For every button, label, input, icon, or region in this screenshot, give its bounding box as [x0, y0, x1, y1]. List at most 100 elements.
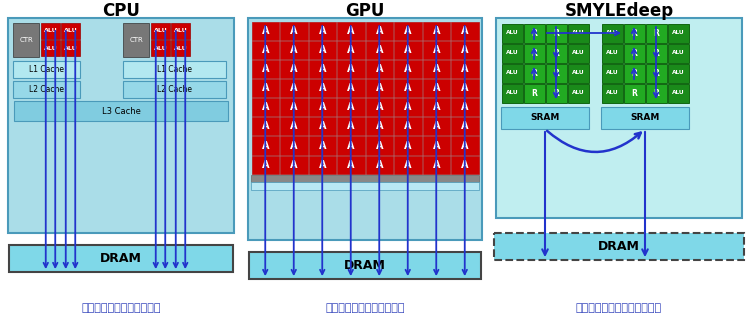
Text: ALU: ALU: [572, 50, 584, 55]
Bar: [337, 22, 364, 40]
Bar: [422, 136, 450, 155]
Bar: [422, 117, 450, 135]
Bar: [280, 136, 308, 155]
Bar: [451, 41, 478, 59]
Text: A: A: [376, 160, 383, 170]
Text: A: A: [404, 64, 412, 74]
Text: A: A: [262, 83, 269, 93]
Text: ALU: ALU: [572, 90, 584, 95]
Bar: [646, 24, 667, 42]
Bar: [422, 79, 450, 97]
Text: R: R: [531, 48, 537, 57]
Text: A: A: [376, 121, 383, 131]
Bar: [308, 22, 336, 40]
Text: A: A: [262, 121, 269, 131]
Text: A: A: [347, 102, 355, 112]
Bar: [623, 64, 644, 83]
Text: A: A: [290, 83, 298, 93]
Text: DRAM: DRAM: [598, 240, 640, 253]
Bar: [502, 84, 523, 102]
Text: ALU: ALU: [606, 31, 618, 36]
Text: A: A: [290, 26, 298, 36]
Text: メモリ経由でのコア間通信: メモリ経由でのコア間通信: [81, 303, 160, 313]
Bar: [41, 23, 60, 39]
Text: CTR: CTR: [20, 37, 33, 43]
Text: R: R: [553, 29, 559, 38]
Text: ALU: ALU: [572, 31, 584, 36]
Text: A: A: [347, 160, 355, 170]
Bar: [365, 22, 393, 40]
Text: ALU: ALU: [672, 71, 684, 76]
Text: A: A: [461, 83, 469, 93]
Text: ALU: ALU: [506, 31, 518, 36]
Bar: [365, 156, 393, 174]
Text: A: A: [347, 26, 355, 36]
Text: A: A: [262, 64, 269, 74]
Bar: [251, 182, 479, 190]
Bar: [365, 98, 393, 116]
Bar: [602, 24, 622, 42]
Text: L1 Cache: L1 Cache: [29, 65, 64, 74]
Text: A: A: [290, 140, 298, 151]
Bar: [365, 79, 393, 97]
Text: A: A: [319, 140, 326, 151]
Text: A: A: [433, 26, 440, 36]
Bar: [171, 23, 190, 39]
Text: A: A: [376, 140, 383, 151]
Bar: [451, 79, 478, 97]
Bar: [451, 60, 478, 78]
Text: A: A: [290, 64, 298, 74]
Bar: [249, 252, 481, 279]
Text: R: R: [553, 69, 559, 78]
Text: メモリ経由でのコア間通信: メモリ経由でのコア間通信: [326, 303, 405, 313]
Text: ALU: ALU: [173, 29, 188, 34]
Text: A: A: [433, 64, 440, 74]
Text: ALU: ALU: [672, 31, 684, 36]
Bar: [251, 22, 279, 40]
Text: R: R: [631, 48, 637, 57]
Bar: [13, 81, 80, 98]
Text: A: A: [347, 83, 355, 93]
Bar: [394, 79, 422, 97]
Bar: [394, 98, 422, 116]
Text: A: A: [347, 45, 355, 55]
Bar: [545, 43, 566, 62]
Bar: [394, 156, 422, 174]
Bar: [337, 60, 364, 78]
Bar: [151, 40, 170, 56]
Bar: [601, 107, 689, 129]
Text: A: A: [262, 26, 269, 36]
Text: R: R: [653, 29, 659, 38]
Bar: [394, 117, 422, 135]
Bar: [451, 117, 478, 135]
Bar: [171, 40, 190, 56]
Text: A: A: [376, 45, 383, 55]
Text: ALU: ALU: [506, 90, 518, 95]
Text: A: A: [347, 121, 355, 131]
Text: L2 Cache: L2 Cache: [29, 85, 64, 94]
Bar: [602, 84, 622, 102]
Text: SRAM: SRAM: [530, 114, 560, 123]
Text: ALU: ALU: [44, 45, 57, 50]
Bar: [308, 156, 336, 174]
Text: R: R: [553, 88, 559, 97]
Text: A: A: [404, 140, 412, 151]
Bar: [123, 61, 226, 78]
Bar: [422, 41, 450, 59]
Text: ALU: ALU: [64, 45, 77, 50]
Bar: [365, 136, 393, 155]
Bar: [545, 64, 566, 83]
Text: A: A: [347, 64, 355, 74]
Bar: [9, 245, 233, 272]
Text: L3 Cache: L3 Cache: [101, 107, 140, 116]
Bar: [496, 18, 742, 218]
Bar: [646, 43, 667, 62]
Bar: [545, 24, 566, 42]
Bar: [251, 60, 279, 78]
Bar: [251, 175, 479, 182]
Bar: [280, 22, 308, 40]
Text: R: R: [653, 69, 659, 78]
Bar: [123, 81, 226, 98]
Text: ALU: ALU: [154, 29, 167, 34]
Bar: [280, 117, 308, 135]
